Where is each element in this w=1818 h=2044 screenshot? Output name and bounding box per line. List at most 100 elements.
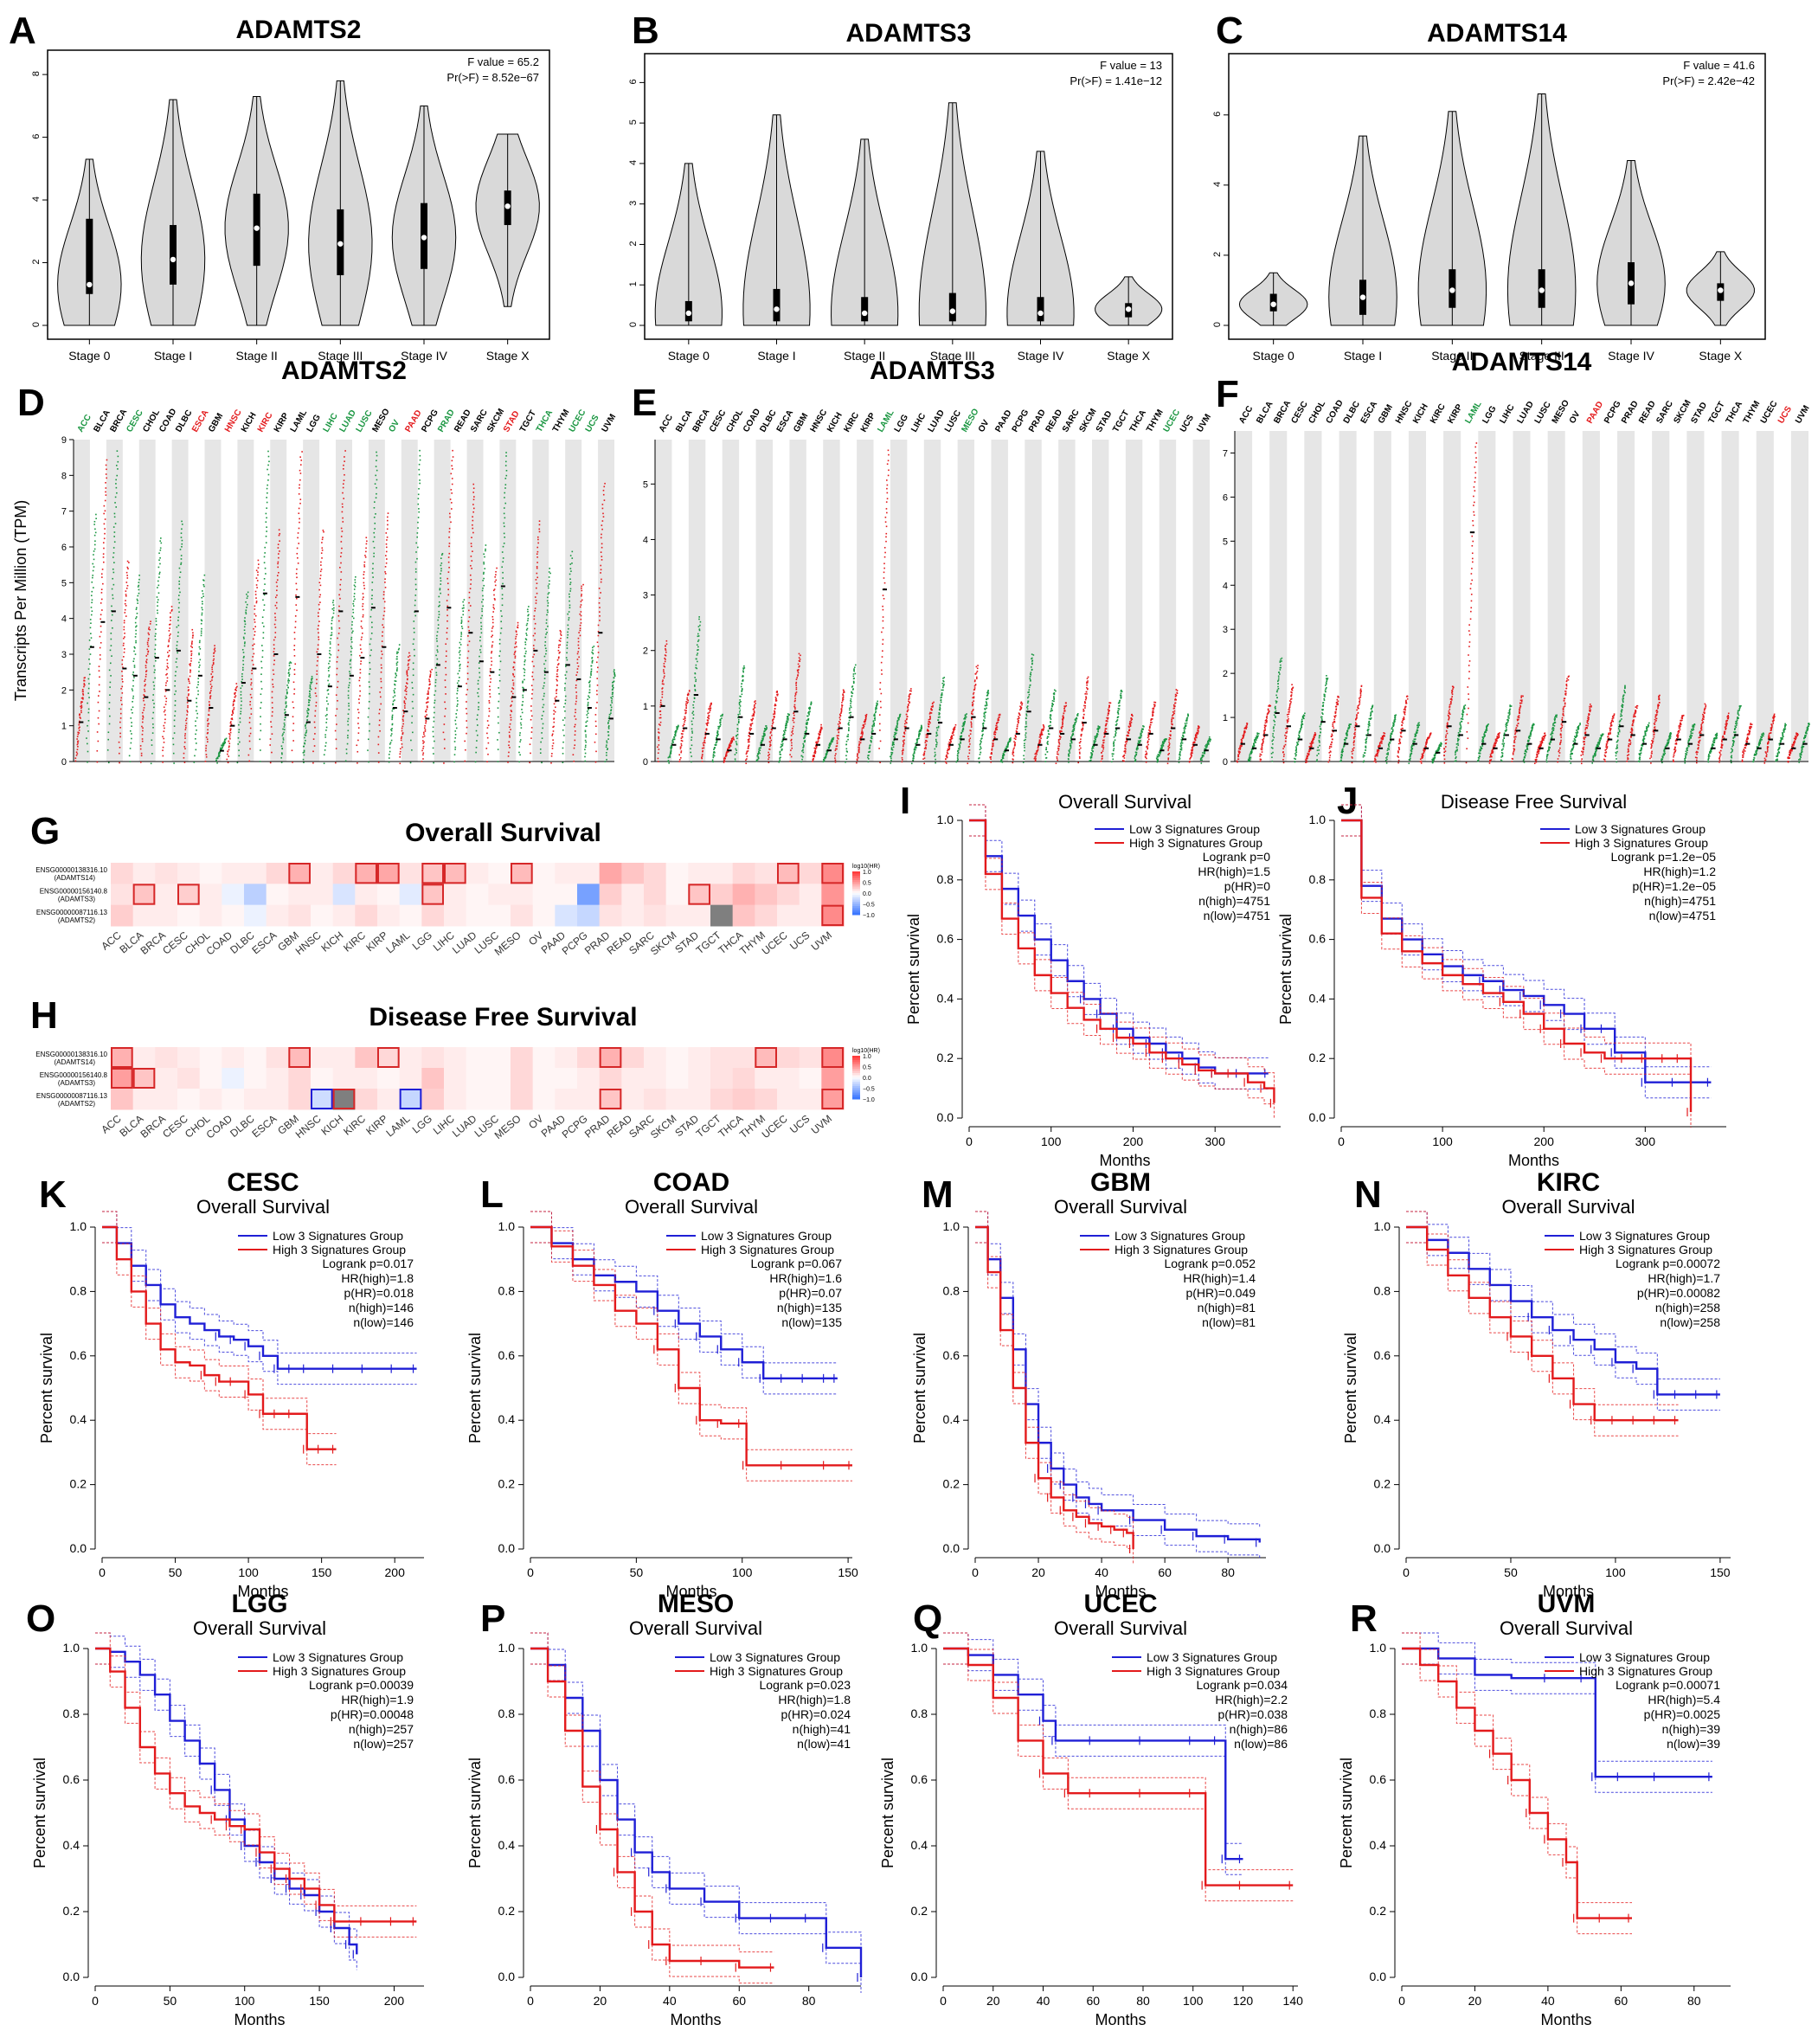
expr-point (879, 688, 881, 691)
expr-point (252, 664, 254, 665)
expr-point (243, 629, 246, 632)
expr-point (265, 512, 267, 515)
expr-point (999, 761, 1002, 762)
x-tick-label: Stage I (757, 349, 795, 363)
expr-point (115, 483, 117, 485)
expr-point (359, 668, 362, 671)
expr-point (115, 465, 118, 466)
expr-point (158, 573, 161, 575)
expr-point (691, 712, 694, 714)
expr-point (970, 712, 973, 715)
expr-point (928, 713, 931, 715)
expr-point (590, 665, 592, 667)
expr-point (806, 728, 808, 730)
expr-point (245, 601, 247, 603)
expr-point (190, 669, 191, 672)
expr-point (545, 619, 548, 621)
expr-point (262, 637, 265, 640)
expr-point (106, 749, 109, 751)
expr-point (953, 734, 954, 736)
expr-point (909, 693, 911, 695)
expr-point (472, 487, 475, 490)
expr-point (383, 601, 386, 603)
expr-point (605, 746, 607, 748)
expr-point (330, 653, 332, 656)
expr-point (293, 649, 295, 651)
expr-point (105, 494, 107, 496)
expr-point (102, 542, 105, 543)
expr-point (971, 710, 973, 713)
expr-point (105, 473, 107, 475)
violin-median (1359, 294, 1366, 300)
expr-point (403, 701, 406, 704)
expr-point (875, 709, 877, 710)
expr-point (386, 537, 389, 538)
expr-point (1015, 730, 1018, 732)
expr-point (588, 684, 591, 686)
expr-point (357, 723, 359, 724)
violin-median (1628, 280, 1635, 286)
expr-point (557, 646, 560, 648)
expr-point (419, 454, 421, 457)
expr-point (120, 699, 122, 702)
chart-title: ADAMTS2 (281, 357, 407, 385)
expr-point (793, 714, 795, 717)
expr-point (760, 742, 762, 744)
expr-point (273, 623, 276, 626)
expr-point (407, 664, 409, 666)
expr-point (530, 715, 533, 717)
expr-point (903, 749, 904, 752)
expr-point (590, 672, 592, 675)
expr-point (176, 644, 178, 646)
expr-point (984, 717, 986, 719)
expr-point (167, 645, 170, 646)
expr-point (867, 761, 870, 763)
expr-point (87, 724, 88, 727)
expr-point (303, 762, 305, 763)
expr-point (80, 701, 82, 703)
expr-point (1002, 755, 1004, 757)
expr-point (145, 665, 147, 666)
expr-point (510, 710, 512, 711)
expr-point (100, 592, 103, 594)
expr-point (881, 669, 883, 672)
expr-point (670, 748, 672, 750)
expr-point (925, 734, 928, 736)
expr-point (671, 739, 674, 742)
expr-point (781, 749, 783, 751)
expr-point (365, 547, 367, 550)
expr-point (168, 650, 170, 652)
expr-point (369, 685, 370, 688)
expr-point (399, 762, 402, 765)
expr-point (595, 725, 597, 727)
expr-point (542, 706, 544, 709)
expr-point (458, 679, 459, 682)
expr-point (613, 686, 614, 689)
expr-point (977, 665, 979, 666)
expr-point (104, 518, 106, 520)
expr-point (338, 594, 340, 596)
expr-point (483, 561, 485, 563)
expression-chart-D: ADAMTS2ACCBLCABRCACESCCHOLCOADDLBCESCAGB… (12, 357, 618, 768)
expr-point (308, 699, 310, 701)
expr-point (213, 652, 215, 654)
expr-point (569, 590, 571, 592)
expr-point (754, 706, 755, 709)
expr-point (950, 738, 953, 740)
expr-point (856, 758, 858, 761)
expr-point (611, 691, 613, 694)
violin-median (685, 310, 692, 317)
expr-point (569, 588, 572, 590)
expr-point (132, 697, 134, 699)
expr-point (588, 709, 589, 710)
expr-point (923, 762, 925, 765)
expr-point (305, 730, 308, 731)
expr-point (83, 684, 86, 686)
expr-point (329, 650, 331, 652)
expr-point (283, 722, 286, 724)
expr-point (550, 755, 553, 757)
expr-point (99, 646, 101, 649)
expr-point (968, 745, 970, 748)
expr-point (928, 718, 931, 720)
f-value-text: F value = 41.6 (1683, 59, 1755, 72)
